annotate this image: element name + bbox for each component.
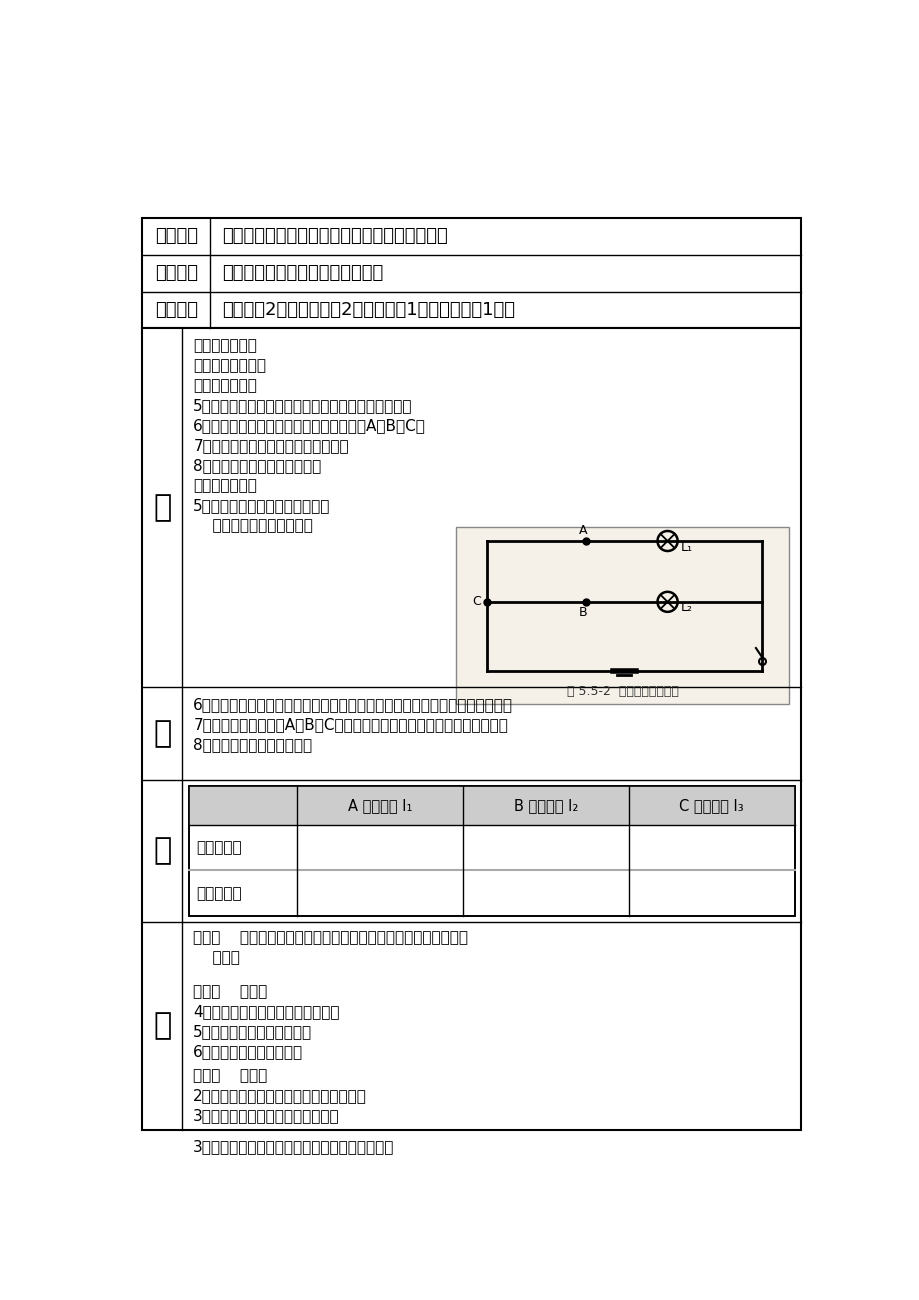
Text: 4、实验设计有没有不合理的地方？: 4、实验设计有没有不合理的地方？	[193, 1004, 339, 1019]
Bar	[456, 526, 789, 705]
Text: 8、更换灯泡，重复上述实验。: 8、更换灯泡，重复上述实验。	[193, 458, 321, 473]
Text: 7、将电流表分别接入A、B、C三点，测出这三点的电流，并记入数据表。: 7、将电流表分别接入A、B、C三点，测出这三点的电流，并记入数据表。	[193, 716, 507, 732]
Text: 实验目的: 实验目的	[154, 264, 198, 282]
Text: C: C	[471, 595, 480, 608]
Text: 通过探究得出并联电路的电流规律: 通过探究得出并联电路的电流规律	[221, 264, 383, 282]
Text: L₁: L₁	[680, 541, 692, 554]
Text: 6、检查电路连接是否正确，若没有问题，方可闭合开关，使两个灯泡均发光。: 6、检查电路连接是否正确，若没有问题，方可闭合开关，使两个灯泡均发光。	[193, 697, 513, 711]
Bar	[142, 329, 800, 1130]
Text: 3、电流表的量程你是怎样选择的？: 3、电流表的量程你是怎样选择的？	[193, 1108, 339, 1123]
Text: B: B	[578, 606, 586, 619]
Text: 5、按照设计的电路图连接电路，: 5、按照设计的电路图连接电路，	[193, 498, 330, 514]
Text: A: A	[578, 524, 586, 537]
Text: 究: 究	[153, 719, 171, 748]
Text: 第一次测量: 第一次测量	[196, 840, 242, 855]
Text: 6、测量结果是不是可靠？: 6、测量结果是不是可靠？	[193, 1044, 303, 1060]
Bar	[188, 786, 794, 916]
Text: 干电池（2节）小灯泡（2只）开关（1个）电流表（1块）: 干电池（2节）小灯泡（2只）开关（1个）电流表（1块）	[221, 302, 515, 318]
Bar	[188, 786, 794, 916]
Text: 结论：: 结论：	[193, 950, 240, 965]
Text: 实验课题: 实验课题	[154, 227, 198, 246]
Text: 第二次测量: 第二次测量	[196, 885, 242, 901]
Text: 过: 过	[153, 836, 171, 866]
Bar	[142, 217, 800, 329]
Text: 2、这个实验为什么要做两次或两次以上？: 2、这个实验为什么要做两次或两次以上？	[193, 1088, 367, 1102]
Text: 八、猜想或假设：: 八、猜想或假设：	[193, 358, 266, 373]
Text: 实验器材: 实验器材	[154, 302, 198, 318]
Text: 十一、    分析论证：通过对实验数据的分析，你能得出什么结论？: 十一、 分析论证：通过对实验数据的分析，你能得出什么结论？	[193, 930, 468, 945]
Text: 3、此实验为什么不同时用三块电流表来测电流？: 3、此实验为什么不同时用三块电流表来测电流？	[193, 1139, 394, 1153]
Text: 七、提出问题：: 七、提出问题：	[193, 338, 257, 352]
Text: 8、更换灯泡重复上述实验。: 8、更换灯泡重复上述实验。	[193, 737, 312, 751]
Text: C 点的电流 I₃: C 点的电流 I₃	[679, 798, 743, 812]
Bar	[188, 786, 794, 826]
Text: 十三、    交流：: 十三、 交流：	[193, 1067, 267, 1083]
Text: 探: 探	[153, 494, 171, 523]
Text: 5、将两只灯泡并联起来，组成一个简单的并联电路。: 5、将两只灯泡并联起来，组成一个简单的并联电路。	[193, 398, 413, 413]
Text: 5、操作中有没有什么失误？: 5、操作中有没有什么失误？	[193, 1024, 312, 1039]
Text: 图 5.5-2  并联电路中的电流: 图 5.5-2 并联电路中的电流	[566, 685, 678, 698]
Text: 程: 程	[153, 1011, 171, 1040]
Text: 十、进行实验：: 十、进行实验：	[193, 478, 257, 493]
Text: 7、用电流表分别测出这三点的电流。: 7、用电流表分别测出这三点的电流。	[193, 438, 348, 452]
Text: B 点的电流 I₂: B 点的电流 I₂	[513, 798, 577, 812]
Text: 十二、    评估：: 十二、 评估：	[193, 984, 267, 998]
Text: L₂: L₂	[680, 602, 692, 615]
Text: 九、设计实验：: 九、设计实验：	[193, 378, 257, 393]
Text: 6、在这个并联电路中，选取三个关键的点A、B、C。: 6、在这个并联电路中，选取三个关键的点A、B、C。	[193, 419, 425, 433]
Text: 探究并联电路干路电流与各支路电流有什么关系: 探究并联电路干路电流与各支路电流有什么关系	[221, 227, 448, 246]
Text: A 点的电流 I₁: A 点的电流 I₁	[347, 798, 412, 812]
Text: 连接电路时开关要断开。: 连接电路时开关要断开。	[193, 519, 312, 533]
